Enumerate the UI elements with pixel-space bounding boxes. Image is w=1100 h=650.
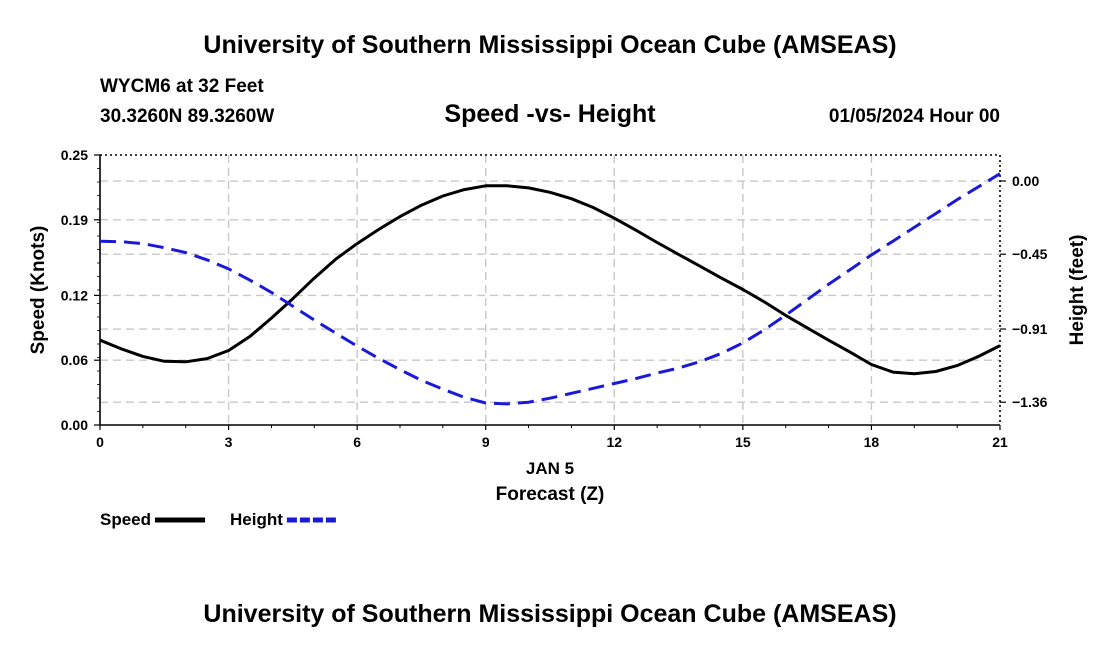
x-tick-label: 15: [735, 434, 751, 450]
x-tick-label: 3: [225, 434, 233, 450]
y2-tick-label: −0.45: [1012, 246, 1048, 262]
chart-title: Speed -vs- Height: [444, 100, 656, 128]
speed-series-line: [99, 184, 1001, 376]
y-tick-label: 0.19: [61, 212, 88, 228]
station-coordinates: 30.3260N 89.3260W: [100, 106, 275, 127]
y-tick-label: 0.25: [61, 147, 88, 163]
x-axis-sublabel: JAN 5: [526, 459, 574, 478]
x-tick-label: 9: [482, 434, 490, 450]
legend-label-height: Height: [230, 510, 283, 529]
y2-tick-label: 0.00: [1012, 173, 1039, 189]
x-tick-label: 18: [864, 434, 880, 450]
forecast-date: 01/05/2024 Hour 00: [828, 106, 1000, 127]
x-tick-label: 6: [353, 434, 361, 450]
x-tick-label: 0: [96, 434, 104, 450]
y2-axis-title: Height (feet): [1067, 235, 1088, 346]
y-tick-label: 0.00: [61, 417, 88, 433]
height-series-line: [99, 172, 1001, 406]
y2-tick-label: −1.36: [1012, 394, 1048, 410]
y-tick-label: 0.06: [61, 352, 88, 368]
x-axis-title: Forecast (Z): [496, 484, 605, 505]
x-tick-label: 21: [992, 434, 1008, 450]
page-title: University of Southern Mississippi Ocean…: [203, 31, 897, 59]
y-axis-title: Speed (Knots): [28, 226, 49, 355]
y-tick-label: 0.12: [61, 287, 88, 303]
footer-title: University of Southern Mississippi Ocean…: [203, 600, 897, 628]
x-tick-label: 12: [606, 434, 622, 450]
station-label: WYCM6 at 32 Feet: [100, 76, 264, 97]
y2-tick-label: −0.91: [1012, 321, 1048, 337]
legend-label-speed: Speed: [100, 510, 151, 529]
